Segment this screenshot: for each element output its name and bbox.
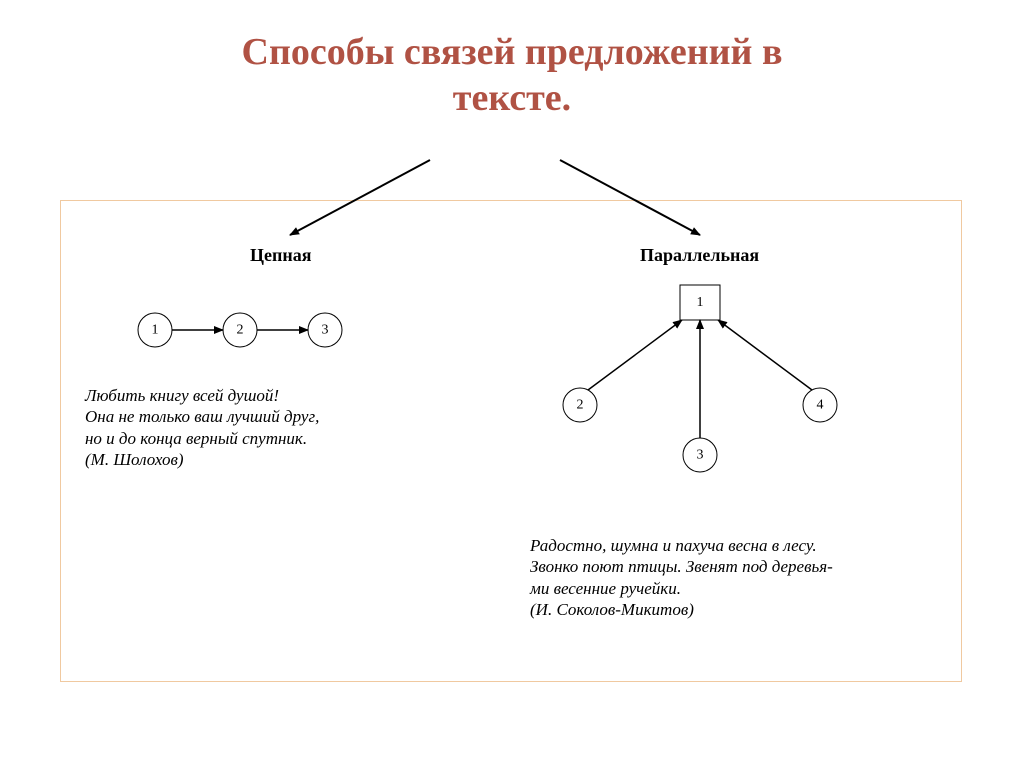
chain-example-text: Любить книгу всей душой! Она не только в… [85,385,319,470]
title-line2: тексте. [162,76,862,122]
chain-heading: Цепная [250,245,311,266]
title-line1: Способы связей предложений в [162,30,862,76]
parallel-example-text: Радостно, шумна и пахуча весна в лесу. З… [530,535,833,620]
parallel-heading: Параллельная [640,245,759,266]
page-title: Способы связей предложений в тексте. [162,0,862,121]
